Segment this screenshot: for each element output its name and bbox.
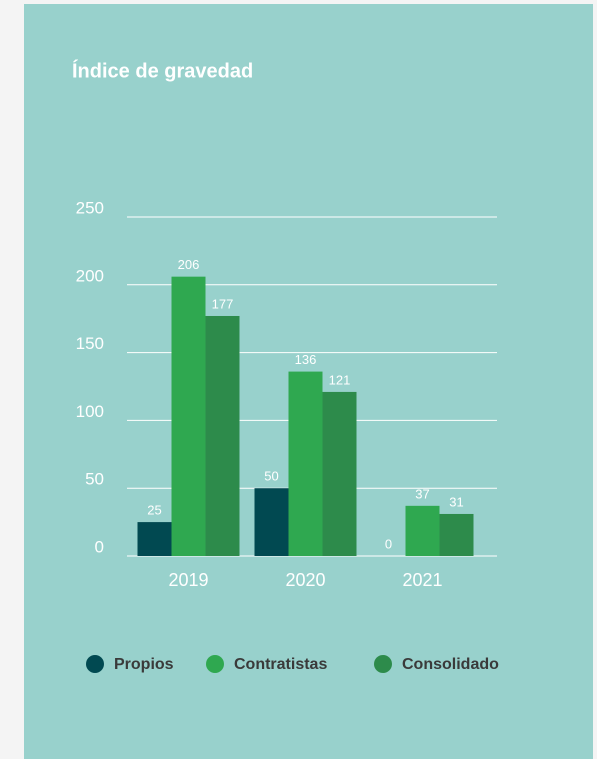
bar: [205, 315, 240, 556]
y-tick-label: 250: [76, 198, 104, 217]
y-tick-label: 0: [95, 537, 104, 556]
x-tick-label: 2021: [402, 570, 442, 590]
bar: [405, 505, 440, 556]
legend-label: Propios: [114, 656, 174, 673]
bar: [288, 371, 323, 556]
data-label: 0: [385, 536, 392, 551]
data-label: 31: [449, 494, 463, 509]
chart-title: Índice de gravedad: [72, 59, 253, 82]
x-tick-label: 2020: [285, 570, 325, 590]
data-label: 177: [212, 296, 234, 311]
legend-label: Consolidado: [402, 656, 499, 673]
data-label: 25: [147, 503, 161, 518]
y-tick-label: 100: [76, 402, 104, 421]
data-label: 50: [264, 469, 278, 484]
bar: [171, 276, 206, 556]
bar: [137, 522, 172, 556]
y-tick-label: 200: [76, 266, 104, 285]
legend-swatch: [86, 655, 104, 673]
legend-label: Contratistas: [234, 656, 327, 673]
bar: [254, 488, 289, 556]
y-tick-label: 150: [76, 334, 104, 353]
data-label: 206: [178, 257, 200, 272]
data-label: 37: [415, 486, 429, 501]
bar: [322, 391, 357, 556]
bar: [439, 513, 474, 556]
legend-swatch: [374, 655, 392, 673]
data-label: 136: [295, 352, 317, 367]
data-label: 121: [329, 372, 351, 387]
x-tick-label: 2019: [168, 570, 208, 590]
y-tick-label: 50: [85, 470, 104, 489]
legend-swatch: [206, 655, 224, 673]
